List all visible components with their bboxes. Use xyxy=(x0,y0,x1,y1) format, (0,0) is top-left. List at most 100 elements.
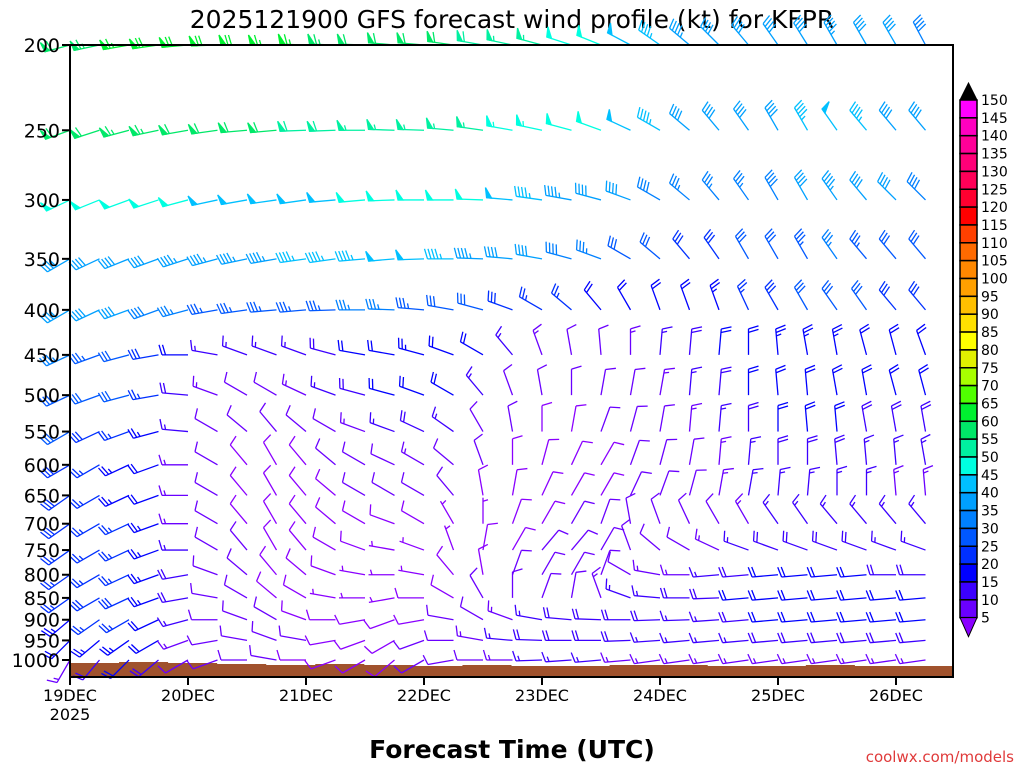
barb-staff xyxy=(840,597,867,601)
wind-barb xyxy=(836,611,867,623)
barb-staff xyxy=(163,258,189,268)
barb-full xyxy=(629,653,635,664)
barb-full xyxy=(797,105,806,115)
wind-barb xyxy=(878,494,897,525)
barb-full xyxy=(342,299,347,311)
barb-full xyxy=(795,231,804,240)
barb-full xyxy=(198,35,203,46)
barb-half xyxy=(199,307,203,313)
barb-half xyxy=(343,125,347,131)
barb-full xyxy=(913,179,921,190)
barb-staff xyxy=(688,439,695,465)
barb-full xyxy=(431,336,434,348)
barb-staff xyxy=(104,309,130,320)
barb-staff xyxy=(436,554,454,576)
wind-barb xyxy=(68,430,100,444)
barb-half xyxy=(803,333,810,337)
barb-full xyxy=(98,467,106,477)
barb-full xyxy=(805,404,816,410)
barb-half xyxy=(866,470,872,474)
barb-half xyxy=(752,471,758,474)
barb-full xyxy=(780,611,786,622)
wind-barb xyxy=(718,566,749,578)
barb-full xyxy=(664,404,675,407)
barb-full xyxy=(642,110,647,121)
barb-staff xyxy=(49,619,71,637)
barb-full xyxy=(127,429,134,439)
barb-full xyxy=(866,564,871,575)
barb-full xyxy=(575,608,580,620)
wind-barb xyxy=(894,653,926,665)
barb-full xyxy=(545,630,550,641)
barb-staff xyxy=(401,510,425,525)
barb-full xyxy=(253,34,259,46)
barb-staff xyxy=(107,639,130,656)
barb-pennant xyxy=(187,195,199,207)
barb-full xyxy=(78,257,86,266)
barb-full xyxy=(908,101,916,111)
barb-half xyxy=(855,242,860,248)
barb-staff xyxy=(165,659,189,674)
barb-staff xyxy=(75,258,100,271)
barb-staff xyxy=(457,302,484,311)
barb-full xyxy=(855,109,863,119)
colorbar-box xyxy=(959,545,978,565)
wind-barb xyxy=(747,401,759,432)
barb-full xyxy=(453,649,458,661)
barb-staff xyxy=(487,610,513,621)
wind-barb xyxy=(736,278,750,311)
barb-full xyxy=(795,17,803,27)
wind-barb xyxy=(514,185,543,201)
wind-barb xyxy=(629,653,661,665)
wind-barb xyxy=(764,279,779,311)
barb-staff xyxy=(103,394,130,403)
wind-barb xyxy=(570,472,595,496)
barb-staff xyxy=(570,551,586,576)
barb-full xyxy=(45,260,54,269)
barb-full xyxy=(680,278,690,286)
wind-barb xyxy=(777,589,808,601)
barb-full xyxy=(46,679,58,684)
barb-full xyxy=(74,258,83,268)
barb-half xyxy=(851,501,856,507)
wind-barb xyxy=(368,596,395,604)
barb-full xyxy=(194,408,199,419)
wind-barb xyxy=(658,653,690,665)
barb-full xyxy=(823,231,832,241)
barb-full xyxy=(706,106,714,117)
barb-full xyxy=(641,471,652,474)
y-tick-label: 250 xyxy=(24,120,60,142)
barb-full xyxy=(249,645,252,656)
barb-staff xyxy=(633,619,661,622)
wind-barb xyxy=(341,500,366,525)
wind-barb xyxy=(280,600,307,621)
barb-staff xyxy=(541,551,556,576)
barb-full xyxy=(666,526,671,538)
barb-full xyxy=(229,494,237,505)
barb-half xyxy=(636,565,639,571)
barb-staff xyxy=(570,440,584,466)
barb-full xyxy=(312,120,318,132)
barb-full xyxy=(777,612,783,623)
colorbar-label: 45 xyxy=(981,468,999,484)
barb-full xyxy=(691,402,703,407)
barb-full xyxy=(101,551,110,561)
barb-full xyxy=(883,286,891,296)
barb-full xyxy=(878,229,886,240)
colorbar-box xyxy=(959,420,978,440)
barb-half xyxy=(469,253,472,259)
barb-full xyxy=(615,184,618,195)
wind-barb xyxy=(98,199,130,210)
wind-barb xyxy=(777,566,808,578)
barb-staff xyxy=(804,405,809,432)
barb-full xyxy=(337,339,341,351)
barb-pennant xyxy=(246,193,258,205)
barb-staff xyxy=(650,499,661,524)
barb-full xyxy=(189,255,197,266)
wind-barb xyxy=(920,433,931,465)
barb-full xyxy=(866,465,877,471)
barb-full xyxy=(398,375,401,387)
barb-full xyxy=(584,551,595,556)
wind-barb xyxy=(277,120,307,132)
barb-staff xyxy=(900,540,926,551)
